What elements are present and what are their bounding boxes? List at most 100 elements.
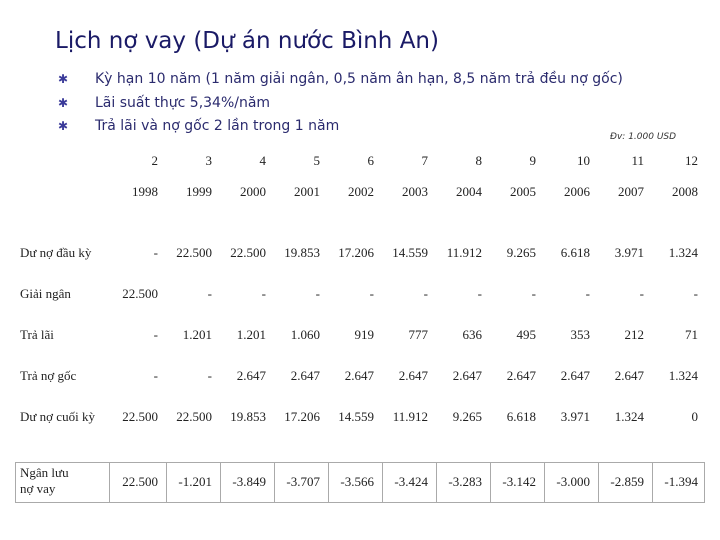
period: 6 (367, 153, 375, 168)
row-label: Trả lãi (20, 327, 54, 342)
cell: 22.500 (230, 245, 266, 260)
cell: 212 (624, 327, 645, 342)
period: 9 (529, 153, 537, 168)
cell: -3.566 (340, 474, 374, 489)
cell: -1.201 (178, 474, 212, 489)
cell: - (153, 327, 158, 342)
year: 2002 (348, 184, 374, 199)
last-row-box (15, 462, 705, 503)
cell: 9.265 (506, 245, 536, 260)
cell: 1.324 (614, 409, 644, 424)
grid-line (544, 463, 545, 502)
bullet: Lãi suất thực 5,34%/năm (95, 94, 271, 111)
period: 10 (577, 153, 590, 168)
cell: - (369, 286, 374, 301)
cell: -3.707 (286, 474, 320, 489)
cell: 2.647 (398, 368, 428, 383)
period: 2 (151, 153, 159, 168)
bullet-icon: ✱ (58, 95, 69, 110)
row-label: Giải ngân (20, 286, 71, 301)
cell: 1.201 (182, 327, 212, 342)
cell: -3.000 (556, 474, 590, 489)
cell: 2.647 (506, 368, 536, 383)
cell: - (693, 286, 698, 301)
cell: 9.265 (452, 409, 482, 424)
grid-line (274, 463, 275, 502)
year: 1999 (186, 184, 212, 199)
bullet: Trả lãi và nợ gốc 2 lần trong 1 năm (95, 118, 340, 134)
cell: 2.647 (290, 368, 320, 383)
cell: 17.206 (284, 409, 320, 424)
row-label: Trả nợ gốc (20, 368, 77, 383)
period: 12 (685, 153, 698, 168)
year: 2003 (402, 184, 428, 199)
cell: -3.849 (232, 474, 266, 489)
grid-line (109, 463, 110, 502)
row-label: Ngân lưu nợ vay (20, 465, 69, 496)
cell: -1.394 (664, 474, 698, 489)
year: 1998 (132, 184, 158, 199)
cell: 919 (354, 327, 375, 342)
cell: 19.853 (284, 245, 320, 260)
cell: 1.201 (236, 327, 266, 342)
cell: 777 (408, 327, 429, 342)
cell: 2.647 (614, 368, 644, 383)
period: 11 (631, 153, 644, 168)
cell: 22.500 (122, 286, 158, 301)
title: Lịch nợ vay (Dự án nước Bình An) (55, 28, 439, 54)
grid-line (166, 463, 167, 502)
cell: - (585, 286, 590, 301)
cell: 11.912 (446, 245, 482, 260)
cell: 1.324 (668, 245, 698, 260)
cell: - (261, 286, 266, 301)
year: 2005 (510, 184, 536, 199)
cell: 2.647 (452, 368, 482, 383)
cell: 14.559 (338, 409, 374, 424)
grid-line (598, 463, 599, 502)
period: 4 (259, 153, 267, 168)
cell: 19.853 (230, 409, 266, 424)
row-label: Dư nợ đầu kỳ (20, 245, 92, 260)
grid-line (490, 463, 491, 502)
bullet-icon: ✱ (58, 72, 69, 86)
cell: -2.859 (610, 474, 644, 489)
cell: - (531, 286, 536, 301)
cell: 2.647 (344, 368, 374, 383)
cell: - (477, 286, 482, 301)
cell: 1.060 (290, 327, 320, 342)
cell: 495 (516, 327, 537, 342)
cell: - (207, 368, 212, 383)
grid-line (382, 463, 383, 502)
period: 5 (313, 153, 321, 168)
grid-line (220, 463, 221, 502)
cell: 17.206 (338, 245, 374, 260)
grid-line (652, 463, 653, 502)
grid-line (436, 463, 437, 502)
cell: 22.500 (176, 245, 212, 260)
cell: 3.971 (614, 245, 644, 260)
cell: 3.971 (560, 409, 590, 424)
row-label: Dư nợ cuối kỳ (20, 409, 95, 424)
cell: -3.424 (394, 474, 428, 489)
cell: 14.559 (392, 245, 428, 260)
cell: 22.500 (122, 409, 158, 424)
cell: 11.912 (392, 409, 428, 424)
cell: 6.618 (506, 409, 536, 424)
cell: -3.283 (448, 474, 482, 489)
period: 7 (421, 153, 429, 168)
cell: - (315, 286, 320, 301)
bullet: Kỳ hạn 10 năm (1 năm giải ngân, 0,5 năm … (95, 71, 623, 87)
cell: 636 (462, 327, 483, 342)
cell: 1.324 (668, 368, 698, 383)
grid-line (328, 463, 329, 502)
cell: 71 (685, 327, 698, 342)
unit-note: Đv: 1.000 USD (610, 132, 677, 142)
cell: - (423, 286, 428, 301)
cell: 2.647 (236, 368, 266, 383)
cell: - (207, 286, 212, 301)
year: 2004 (456, 184, 482, 199)
cell: - (153, 245, 158, 260)
cell: 6.618 (560, 245, 590, 260)
period: 3 (205, 153, 213, 168)
